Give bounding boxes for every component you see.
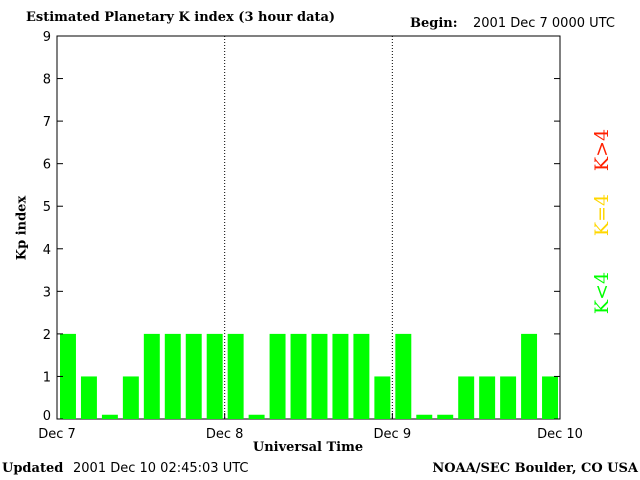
y-axis-label: Kp index [14, 195, 30, 261]
kp-bar [416, 414, 433, 419]
kp-bar [143, 333, 160, 419]
credit-text: NOAA/SEC Boulder, CO USA [432, 461, 638, 476]
kp-bar [248, 414, 265, 419]
kp-bar [290, 333, 307, 419]
kp-bar [353, 333, 370, 419]
kp-bar [101, 414, 118, 419]
y-tick-label: 0 [43, 409, 51, 424]
plot-frame [56, 35, 561, 420]
y-tick-label: 3 [43, 285, 51, 300]
kp-bar [311, 333, 328, 419]
kp-bar [164, 333, 181, 419]
updated-label: Updated [2, 461, 64, 476]
kp-bar [269, 333, 286, 419]
y-tick-label: 2 [43, 328, 51, 343]
kp-bar [500, 376, 517, 419]
kp-bar [185, 333, 202, 419]
x-tick-label: Dec 8 [206, 427, 244, 442]
kp-bar [395, 333, 412, 419]
kp-bar [332, 333, 349, 419]
kp-bar [521, 333, 538, 419]
kp-bar [80, 376, 97, 419]
kp-bar [374, 376, 391, 419]
y-tick-label: 4 [43, 243, 51, 258]
kp-bar [542, 376, 558, 419]
kp-bar [479, 376, 496, 419]
updated-value: 2001 Dec 10 02:45:03 UTC [73, 461, 249, 476]
legend-entry-equal: K=4 [591, 193, 613, 237]
x-tick-label: Dec 10 [537, 427, 583, 442]
x-tick-label: Dec 9 [374, 427, 412, 442]
kp-bar [458, 376, 475, 419]
y-tick-label: 5 [43, 200, 51, 215]
y-tick-label: 1 [43, 370, 51, 385]
y-tick-label: 7 [43, 115, 51, 130]
kp-bar [437, 414, 454, 419]
legend-entry-low: K<4 [591, 271, 613, 315]
legend-entry-high: K>4 [591, 128, 613, 172]
chart-title: Estimated Planetary K index (3 hour data… [26, 10, 336, 25]
begin-label: Begin: [410, 16, 458, 31]
y-tick-label: 9 [43, 30, 51, 45]
y-tick-label: 6 [43, 158, 51, 173]
x-axis-label: Universal Time [252, 440, 364, 455]
kp-bar [227, 333, 244, 419]
kp-bar [206, 333, 223, 419]
y-tick-label: 8 [43, 73, 51, 88]
begin-value: 2001 Dec 7 0000 UTC [473, 16, 615, 31]
x-tick-label: Dec 7 [38, 427, 76, 442]
kp-bar [122, 376, 139, 419]
kp-bar [60, 333, 76, 419]
